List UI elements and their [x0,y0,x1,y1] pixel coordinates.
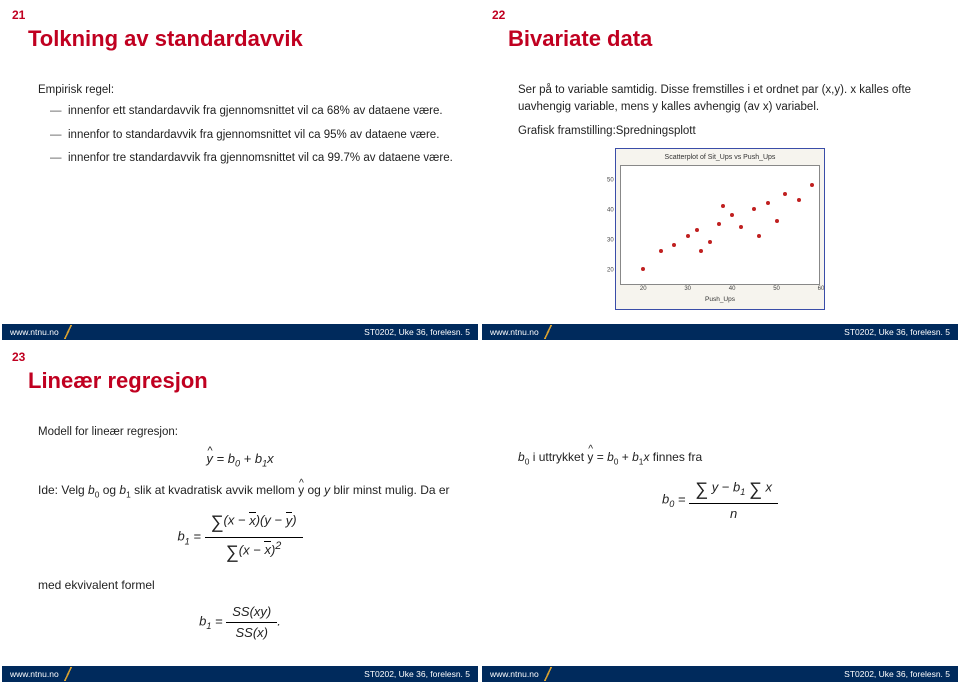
slide-body: Ser på to variable samtidig. Disse frems… [500,82,940,316]
scatter-panel: Scatterplot of Sit_Ups vs Push_Ups 20304… [615,148,825,310]
slide-body: Empirisk regel: innenfor ett standardavv… [20,82,460,316]
y-tick: 50 [607,177,614,186]
lead-text: Empirisk regel: [38,82,460,99]
scatter-plot: 203040502030405060 [620,165,820,285]
scatter-dot [672,243,676,247]
x-tick: 60 [818,285,825,294]
scatter-dot [766,201,770,205]
scatter-dot [699,249,703,253]
slide-footer: www.ntnu.no ST0202, Uke 36, forelesn. 5 [2,666,478,682]
b1-formula: b1 = ∑(x − x)(y − y) ∑(x − x)2 [20,509,460,566]
footer-left: www.ntnu.no [10,327,59,337]
scatter-dot [721,204,725,208]
scatter-dot [797,198,801,202]
footer-right: ST0202, Uke 36, forelesn. 5 [844,669,950,679]
scatter-dot [757,234,761,238]
footer-divider-icon [542,325,554,339]
slide-footer: www.ntnu.no ST0202, Uke 36, forelesn. 5 [482,324,958,340]
scatter-title: Scatterplot of Sit_Ups vs Push_Ups [620,153,820,164]
scatter-dot [739,225,743,229]
scatter-dot [775,219,779,223]
slide-22: 22 Bivariate data Ser på to variable sam… [482,2,958,340]
slide-23: 23 Lineær regresjon Modell for lineær re… [2,344,478,682]
slide-footer: www.ntnu.no ST0202, Uke 36, forelesn. 5 [482,666,958,682]
scatter-dot [752,207,756,211]
scatter-dot [708,240,712,244]
y-tick: 40 [607,207,614,216]
footer-divider-icon [542,667,554,681]
footer-left: www.ntnu.no [490,327,539,337]
page-number: 21 [12,8,25,22]
x-tick: 30 [684,285,691,294]
scatter-dot [717,222,721,226]
bullet-list: innenfor ett standardavvik fra gjennomsn… [50,103,460,167]
slide-24: b0 i uttrykket y = b0 + b1x finnes fra b… [482,344,958,682]
bullet-item: innenfor ett standardavvik fra gjennomsn… [50,103,460,120]
slide-title: Lineær regresjon [28,368,460,394]
ide-text: Ide: Velg b0 og b1 slik at kvadratisk av… [38,481,460,501]
scatter-dot [730,213,734,217]
slide-body: Modell for lineær regresjon: y = b0 + b1… [20,424,460,658]
scatter-dot [783,192,787,196]
b0-formula: b0 = ∑ y − b1 ∑ x n [500,476,940,524]
slide-footer: www.ntnu.no ST0202, Uke 36, forelesn. 5 [2,324,478,340]
x-tick: 40 [729,285,736,294]
scatter-dot [686,234,690,238]
footer-divider-icon [62,667,74,681]
lead-text: Modell for lineær regresjon: [38,424,460,441]
y-tick: 30 [607,237,614,246]
footer-right: ST0202, Uke 36, forelesn. 5 [844,327,950,337]
scatter-dot [641,267,645,271]
page-number: 23 [12,350,25,364]
model-equation: y = b0 + b1x [20,449,460,471]
footer-divider-icon [62,325,74,339]
scatter-xlabel: Push_Ups [620,295,820,305]
slide-title: Bivariate data [508,26,940,52]
footer-left: www.ntnu.no [490,669,539,679]
x-tick: 50 [773,285,780,294]
intro-text: b0 i uttrykket y = b0 + b1x finnes fra [518,448,940,468]
scatter-dot [659,249,663,253]
slide-title: Tolkning av standardavvik [28,26,460,52]
page-number: 22 [492,8,505,22]
footer-right: ST0202, Uke 36, forelesn. 5 [364,669,470,679]
bullet-item: innenfor to standardavvik fra gjennomsni… [50,127,460,144]
footer-left: www.ntnu.no [10,669,59,679]
y-tick: 20 [607,267,614,276]
x-tick: 20 [640,285,647,294]
slide-body: b0 i uttrykket y = b0 + b1x finnes fra b… [500,444,940,658]
footer-right: ST0202, Uke 36, forelesn. 5 [364,327,470,337]
b1-alt-formula: b1 = SS(xy) SS(x) . [20,602,460,642]
paragraph: Ser på to variable samtidig. Disse frems… [518,82,940,117]
bullet-item: innenfor tre standardavvik fra gjennomsn… [50,150,460,167]
scatter-dot [810,183,814,187]
slide-21: 21 Tolkning av standardavvik Empirisk re… [2,2,478,340]
equiv-text: med ekvivalent formel [38,576,460,594]
scatter-dot [695,228,699,232]
paragraph: Grafisk framstilling:Spredningsplott [518,123,940,140]
